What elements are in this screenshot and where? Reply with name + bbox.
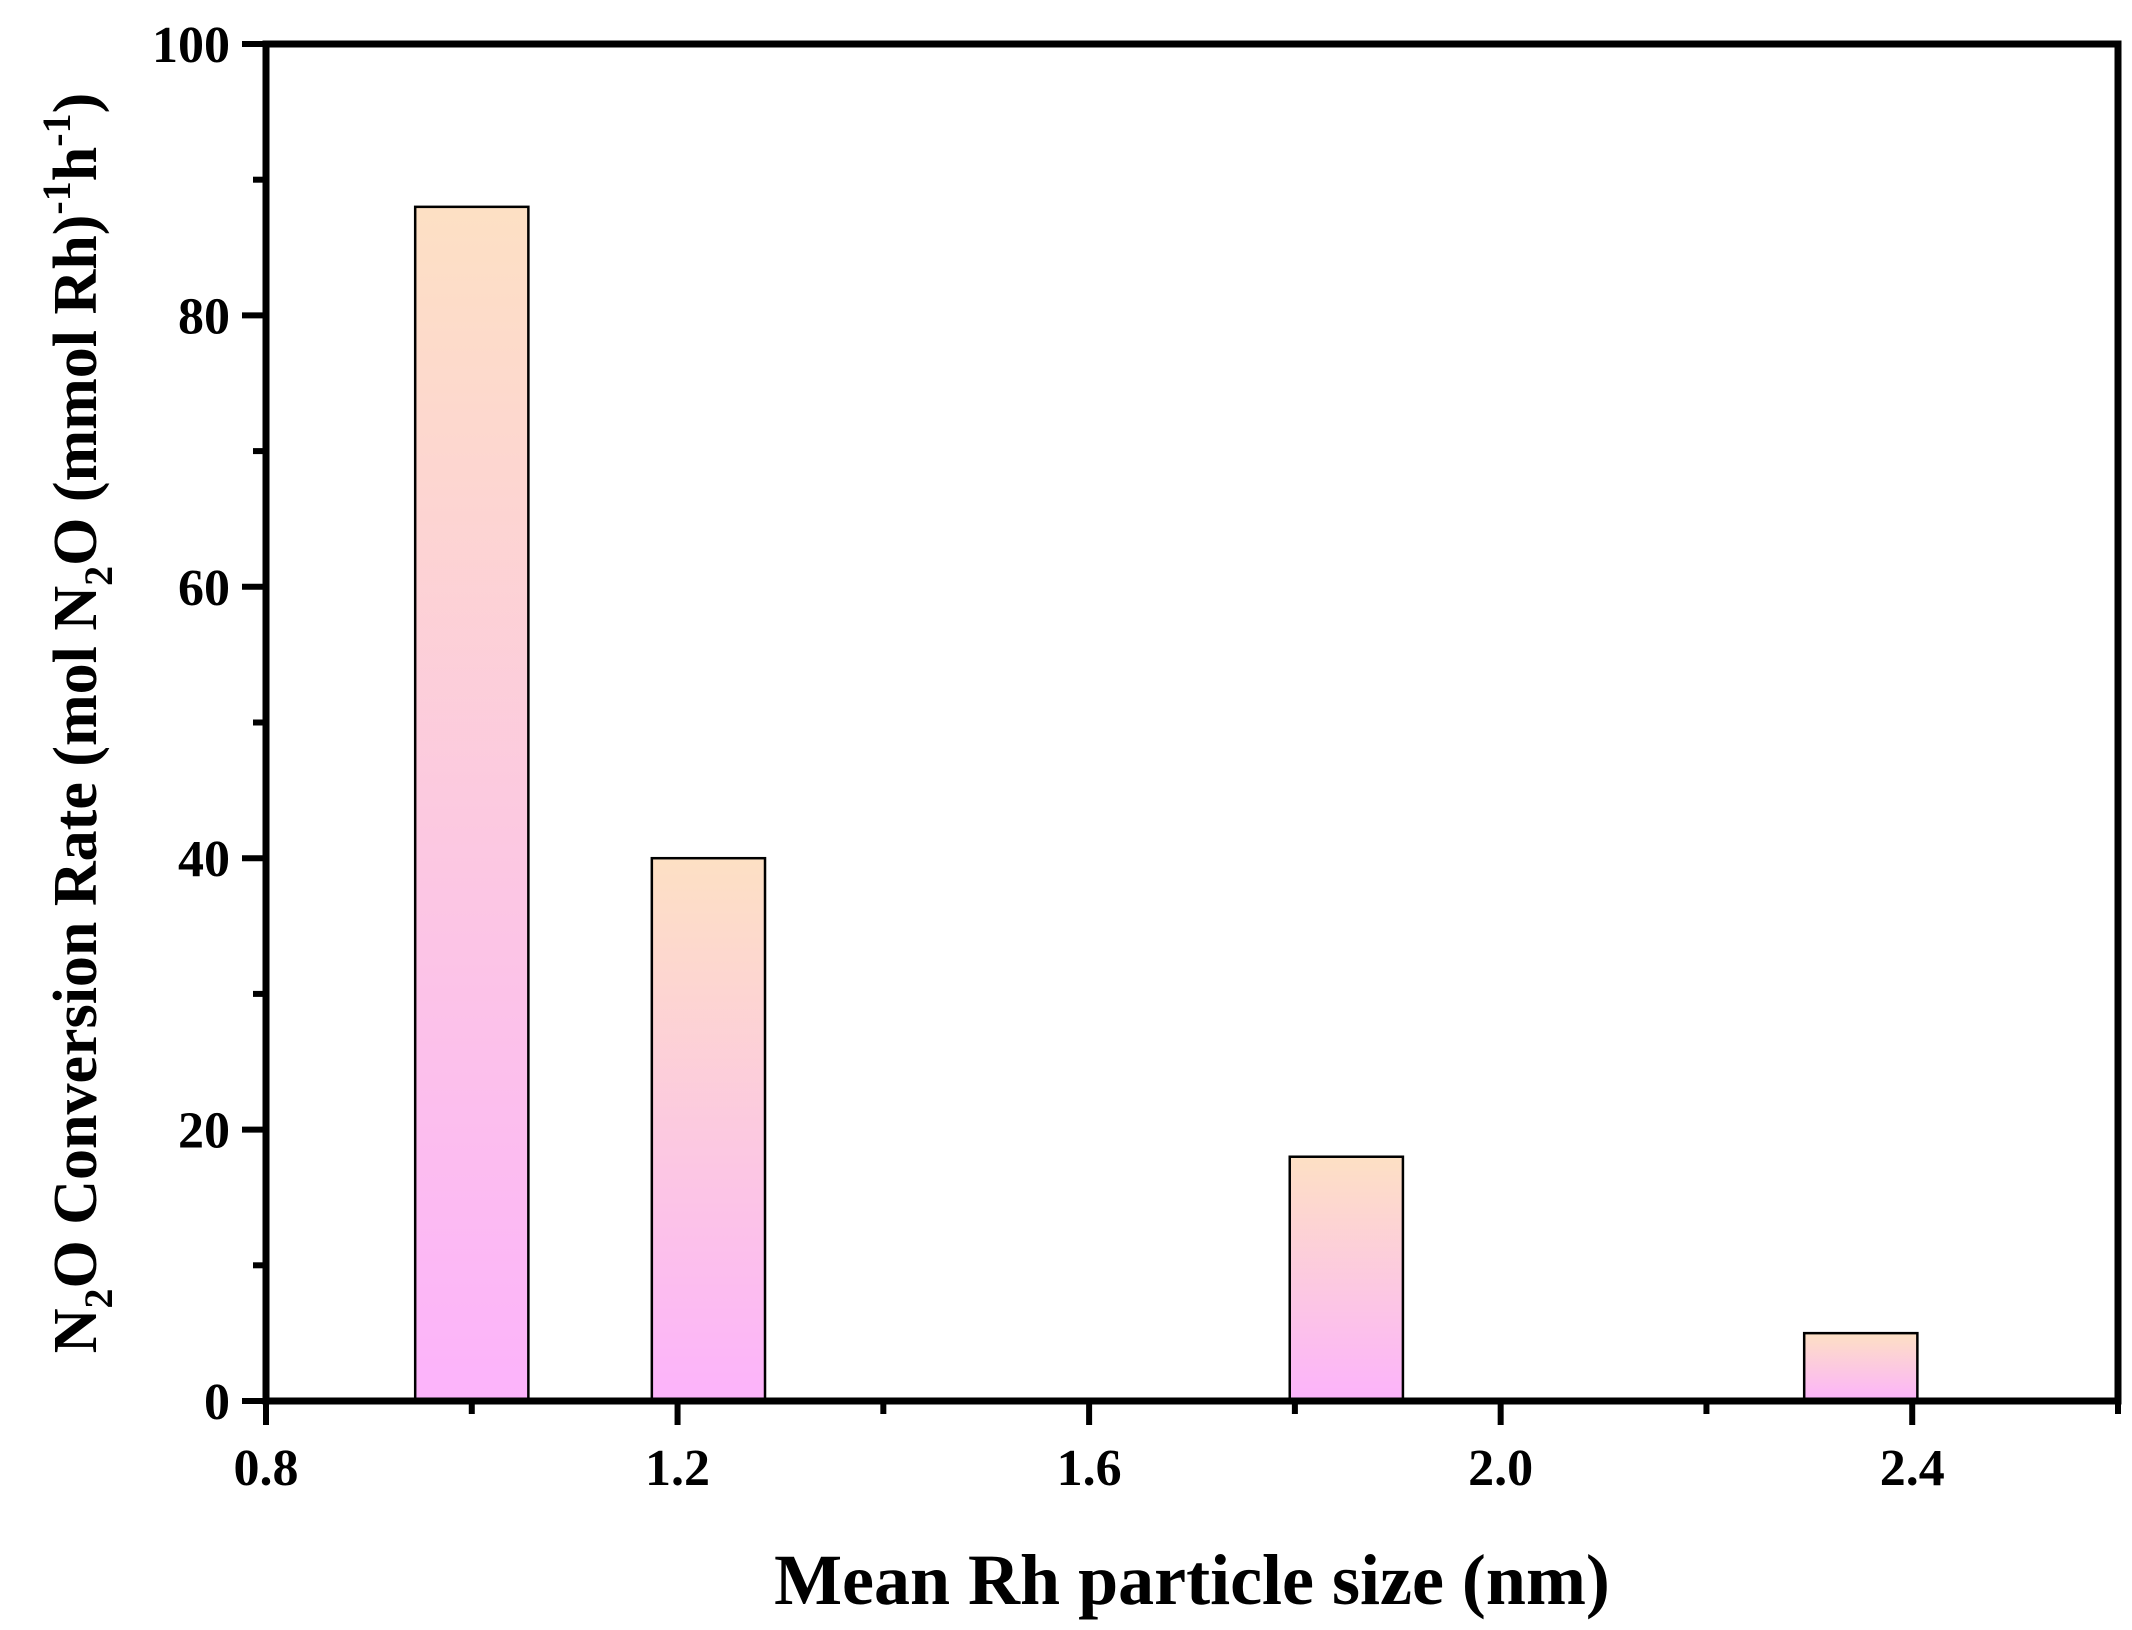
bar-1 — [650, 856, 767, 1403]
bar-0 — [413, 205, 530, 1403]
y-tick-label-4: 80 — [178, 288, 230, 345]
bar-3 — [1802, 1331, 1919, 1403]
bar-2 — [1288, 1155, 1405, 1403]
y-tick-label-3: 60 — [178, 560, 230, 617]
y-tick-label-5: 100 — [152, 17, 230, 74]
y-tick-label-0: 0 — [204, 1374, 230, 1431]
tick-labels-group: 0.8 1.2 1.6 2.0 2.4 0 20 40 60 80 100 — [152, 17, 1945, 1497]
x-axis-title: Mean Rh particle size (nm) — [774, 1540, 1610, 1620]
x-tick-label-2: 1.6 — [1057, 1440, 1122, 1497]
y-tick-label-2: 40 — [178, 831, 230, 888]
x-tick-label-0: 0.8 — [234, 1440, 299, 1497]
x-tick-label-4: 2.4 — [1880, 1440, 1945, 1497]
x-tick-label-1: 1.2 — [645, 1440, 710, 1497]
bars-group — [413, 205, 1919, 1403]
y-tick-label-1: 20 — [178, 1103, 230, 1160]
plot-frame — [262, 40, 2122, 1405]
y-axis-title: N2O Conversion Rate (mol N2O (mmol Rh)-1… — [34, 93, 121, 1353]
x-tick-label-3: 2.0 — [1468, 1440, 1533, 1497]
